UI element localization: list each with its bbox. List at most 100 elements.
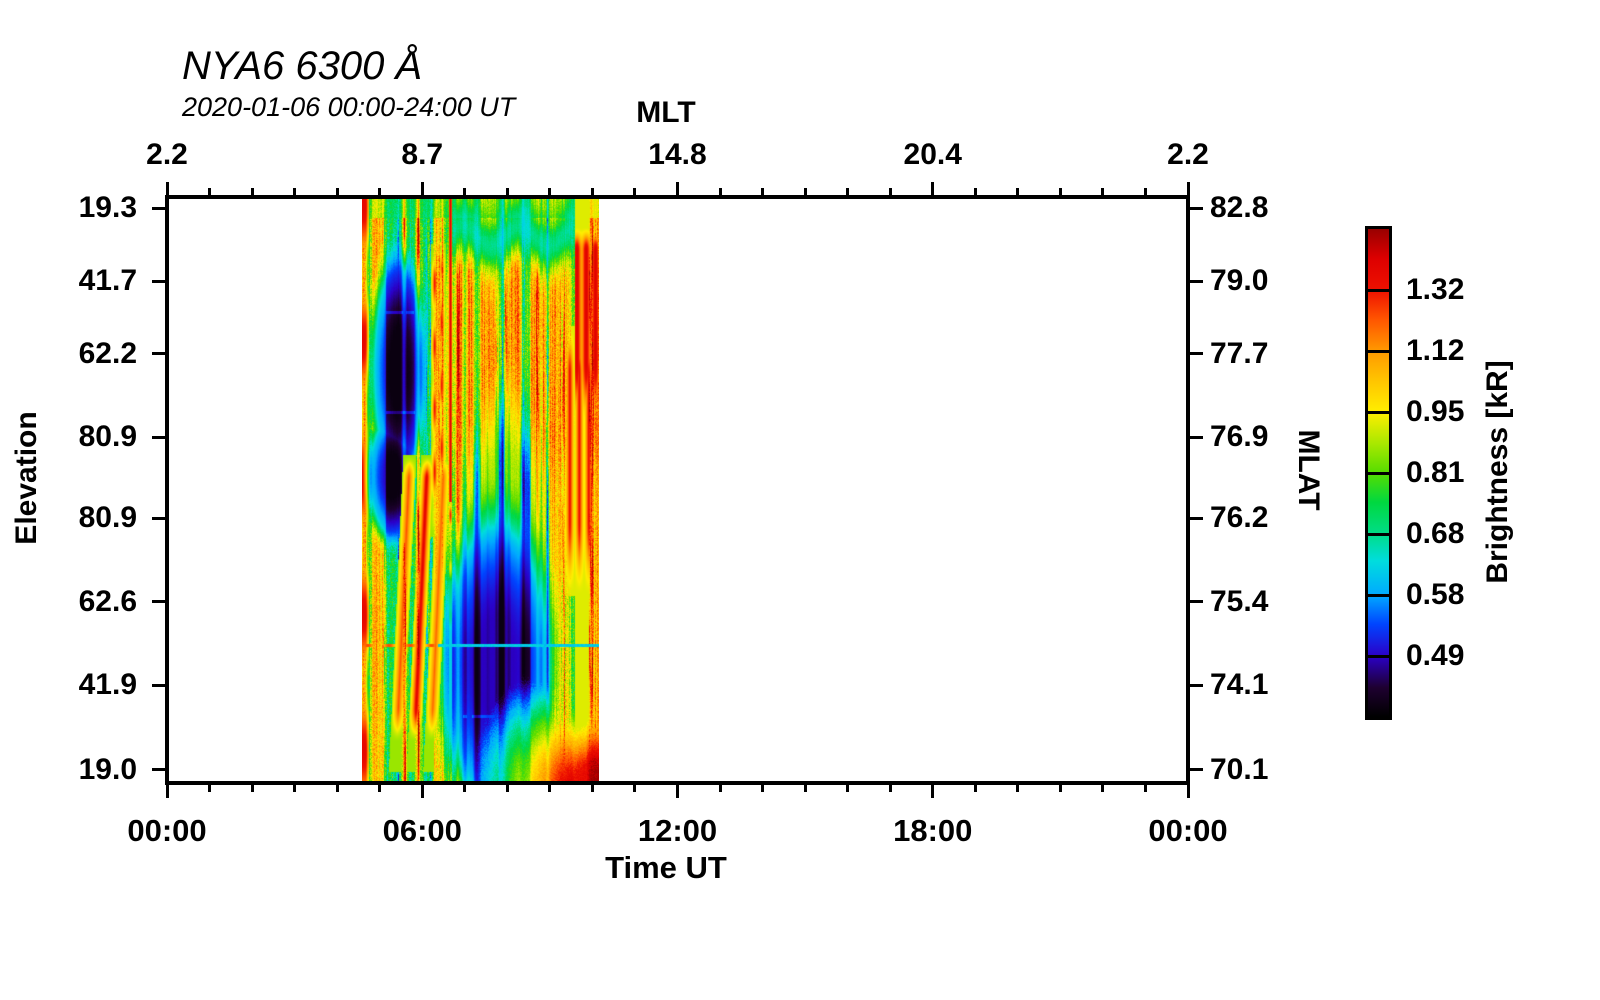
colorbar-divider	[1368, 349, 1389, 353]
y-axis-left-tick	[152, 516, 165, 520]
x-axis-top-tick	[1016, 188, 1020, 195]
x-axis-bottom-tick	[1016, 785, 1020, 792]
x-axis-top-tick	[803, 188, 807, 195]
colorbar-divider	[1368, 593, 1389, 597]
colorbar	[1365, 226, 1392, 720]
colorbar-tick-label: 0.58	[1406, 578, 1465, 611]
y-axis-right-tick-label: 70.1	[1210, 752, 1269, 786]
x-axis-top-tick-label: 14.8	[648, 138, 707, 171]
y-axis-right-tick	[1190, 435, 1203, 439]
x-axis-bottom-tick	[590, 785, 594, 792]
x-axis-bottom-tick	[761, 785, 765, 792]
x-axis-top-tick	[548, 188, 552, 195]
y-axis-left-tick	[152, 435, 165, 439]
x-axis-bottom-tick-label: 00:00	[1148, 813, 1228, 848]
x-axis-bottom-tick	[378, 785, 382, 792]
x-axis-bottom-tick	[931, 785, 935, 798]
colorbar-tick-label: 1.12	[1406, 334, 1465, 367]
axis-title-mlt: MLT	[636, 96, 696, 129]
y-axis-left-tick-label: 62.6	[78, 584, 137, 618]
x-axis-top-tick-label: 2.2	[1167, 138, 1209, 171]
y-axis-right-tick-label: 74.1	[1210, 668, 1269, 702]
x-axis-top-tick	[378, 188, 382, 195]
y-axis-right-tick-label: 75.4	[1210, 584, 1269, 618]
y-axis-right-tick-label: 82.8	[1210, 191, 1269, 225]
x-axis-bottom-tick-label: 18:00	[893, 813, 973, 848]
y-axis-right-tick	[1190, 600, 1203, 604]
x-axis-bottom-tick-label: 12:00	[637, 813, 718, 848]
colorbar-divider	[1368, 410, 1389, 414]
y-axis-left-tick-label: 80.9	[78, 501, 137, 534]
colorbar-tick-label: 0.95	[1406, 395, 1465, 428]
x-axis-top-tick-label: 2.2	[146, 138, 188, 171]
y-axis-left-tick	[152, 768, 165, 772]
x-axis-top-tick	[718, 188, 722, 195]
x-axis-top-tick	[676, 182, 679, 195]
x-axis-top-tick	[973, 188, 977, 195]
y-axis-right-tick	[1190, 683, 1203, 687]
x-axis-bottom-tick	[846, 785, 850, 792]
x-axis-top-tick-label: 8.7	[401, 138, 444, 171]
x-axis-top-tick	[505, 188, 509, 195]
colorbar-tick-label: 0.81	[1406, 456, 1465, 489]
x-axis-bottom-tick	[505, 785, 509, 792]
x-axis-bottom-tick	[676, 785, 679, 798]
x-axis-top-tick	[761, 188, 765, 195]
x-axis-top-tick	[590, 188, 594, 195]
x-axis-bottom-tick	[718, 785, 722, 792]
x-axis-top-tick	[846, 188, 850, 195]
x-axis-bottom-tick	[633, 785, 637, 792]
x-axis-top-tick-label: 20.4	[903, 138, 962, 171]
axis-title-time-ut: Time UT	[605, 850, 727, 885]
y-axis-right-tick	[1190, 516, 1203, 520]
y-axis-left-tick-label: 41.9	[78, 668, 137, 702]
chart-subtitle: 2020-01-06 00:00-24:00 UT	[182, 92, 516, 122]
y-axis-right-tick-label: 79.0	[1210, 264, 1269, 298]
y-axis-left-tick	[152, 352, 165, 356]
x-axis-top-tick	[931, 182, 935, 195]
x-axis-bottom-tick	[293, 785, 297, 792]
x-axis-bottom-tick	[420, 785, 424, 798]
x-axis-top-tick	[293, 188, 297, 195]
y-axis-left-tick	[152, 683, 165, 687]
colorbar-tick-label: 1.32	[1406, 273, 1465, 306]
x-axis-bottom-tick-label: 06:00	[382, 813, 462, 848]
y-axis-right-tick-label: 77.7	[1210, 336, 1269, 370]
x-axis-bottom-tick-label: 00:00	[127, 813, 207, 848]
x-axis-bottom-tick	[1101, 785, 1105, 792]
colorbar-divider	[1368, 532, 1389, 536]
y-axis-right-tick-label: 76.2	[1210, 501, 1269, 534]
plot-frame-top	[165, 195, 1190, 199]
x-axis-bottom-tick	[1143, 785, 1147, 792]
colorbar-tick-label: 0.49	[1406, 639, 1465, 672]
x-axis-top-tick	[208, 188, 212, 195]
x-axis-top-tick	[420, 182, 424, 195]
plot-frame-right	[1186, 195, 1190, 785]
y-axis-left-tick	[152, 600, 165, 604]
y-axis-left-tick	[152, 279, 165, 283]
x-axis-top-tick	[335, 188, 339, 195]
x-axis-top-tick	[888, 188, 892, 195]
y-axis-right-tick	[1190, 768, 1203, 772]
colorbar-tick-label: 0.68	[1406, 517, 1465, 550]
y-axis-left-tick-label: 19.0	[78, 752, 137, 786]
y-axis-left-tick-label: 80.9	[78, 420, 137, 454]
x-axis-top-tick	[1143, 188, 1147, 195]
x-axis-top-tick	[463, 188, 467, 195]
x-axis-top-tick	[1058, 188, 1062, 195]
x-axis-top-tick	[1186, 182, 1190, 195]
plot-frame-bottom	[165, 781, 1190, 785]
x-axis-bottom-tick	[335, 785, 339, 792]
colorbar-divider	[1368, 471, 1389, 475]
x-axis-bottom-tick	[165, 785, 169, 798]
x-axis-bottom-tick	[973, 785, 977, 792]
y-axis-right-tick-label: 76.9	[1210, 420, 1269, 454]
y-axis-right-tick	[1190, 206, 1203, 210]
y-axis-left-tick-label: 19.3	[78, 191, 137, 225]
x-axis-top-tick	[1101, 188, 1105, 195]
plot-frame-left	[165, 195, 169, 785]
y-axis-left-tick-label: 41.7	[78, 264, 137, 298]
y-axis-right-tick	[1190, 352, 1203, 356]
x-axis-bottom-tick	[803, 785, 807, 792]
